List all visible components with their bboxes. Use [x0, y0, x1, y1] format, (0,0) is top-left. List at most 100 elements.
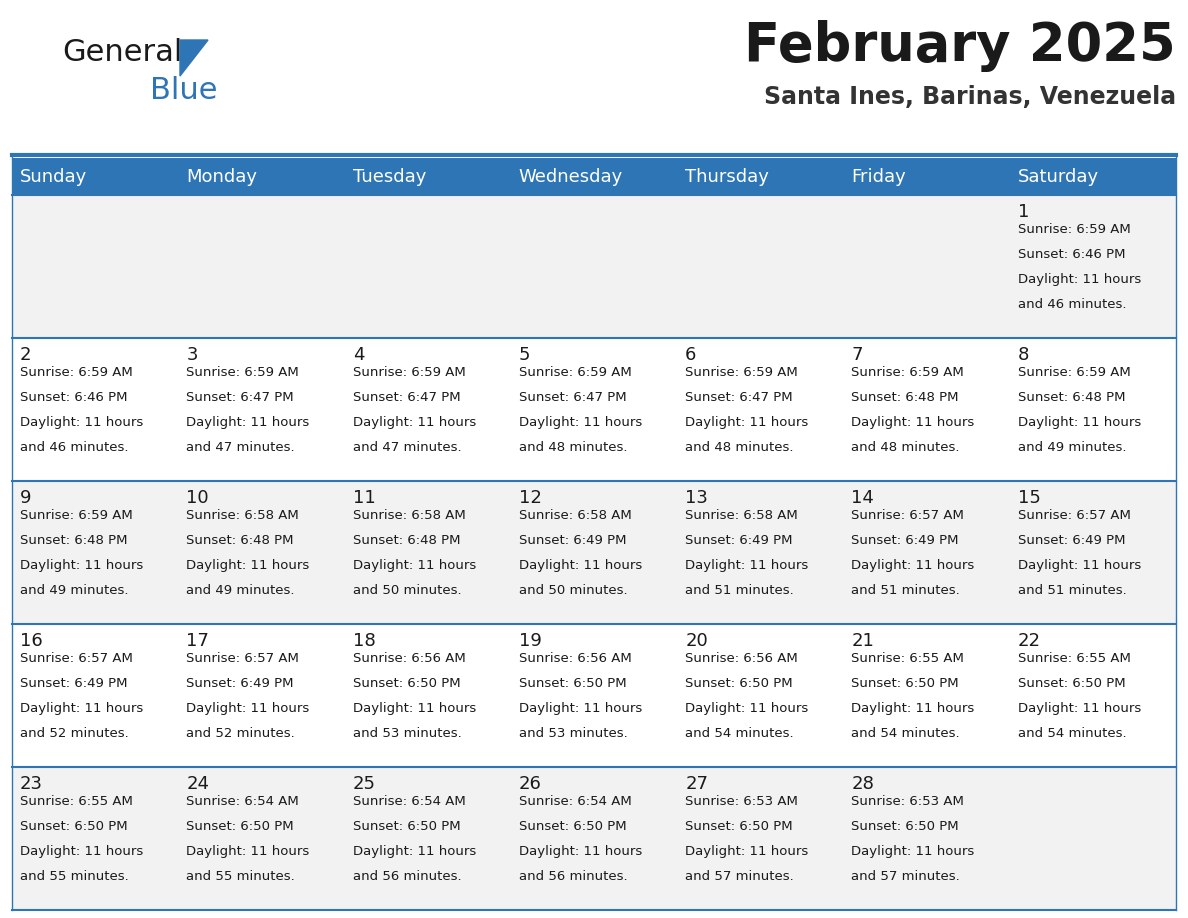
Text: 16: 16	[20, 632, 43, 650]
Text: Sunset: 6:48 PM: Sunset: 6:48 PM	[353, 534, 460, 547]
Text: 14: 14	[852, 489, 874, 507]
Bar	[12, 338, 1176, 481]
Text: Daylight: 11 hours: Daylight: 11 hours	[519, 559, 642, 572]
Text: Sunrise: 6:56 AM: Sunrise: 6:56 AM	[353, 652, 466, 665]
Text: and 47 minutes.: and 47 minutes.	[187, 441, 295, 454]
Text: Sunset: 6:48 PM: Sunset: 6:48 PM	[852, 391, 959, 404]
Text: Sunrise: 6:58 AM: Sunrise: 6:58 AM	[187, 509, 299, 522]
Text: Sunrise: 6:54 AM: Sunrise: 6:54 AM	[187, 795, 299, 808]
Text: Sunset: 6:50 PM: Sunset: 6:50 PM	[852, 820, 959, 833]
Text: 23: 23	[20, 775, 43, 793]
Text: and 55 minutes.: and 55 minutes.	[20, 870, 128, 883]
Text: Sunset: 6:50 PM: Sunset: 6:50 PM	[685, 677, 792, 690]
Text: Sunset: 6:48 PM: Sunset: 6:48 PM	[187, 534, 293, 547]
Text: and 51 minutes.: and 51 minutes.	[1018, 584, 1126, 597]
Text: 4: 4	[353, 346, 364, 364]
Text: and 49 minutes.: and 49 minutes.	[20, 584, 128, 597]
Text: 22: 22	[1018, 632, 1041, 650]
Text: and 52 minutes.: and 52 minutes.	[187, 727, 295, 740]
Text: and 46 minutes.: and 46 minutes.	[20, 441, 128, 454]
Text: 6: 6	[685, 346, 696, 364]
Text: and 47 minutes.: and 47 minutes.	[353, 441, 461, 454]
Text: Sunrise: 6:54 AM: Sunrise: 6:54 AM	[519, 795, 632, 808]
Text: Sunrise: 6:59 AM: Sunrise: 6:59 AM	[20, 509, 133, 522]
Text: 9: 9	[20, 489, 32, 507]
Text: Sunset: 6:48 PM: Sunset: 6:48 PM	[1018, 391, 1125, 404]
Text: Tuesday: Tuesday	[353, 167, 426, 185]
Text: Sunrise: 6:59 AM: Sunrise: 6:59 AM	[519, 366, 632, 379]
Text: and 53 minutes.: and 53 minutes.	[353, 727, 461, 740]
Text: and 54 minutes.: and 54 minutes.	[685, 727, 794, 740]
Text: 21: 21	[852, 632, 874, 650]
Text: Daylight: 11 hours: Daylight: 11 hours	[1018, 416, 1140, 429]
Text: Sunday: Sunday	[20, 167, 87, 185]
Text: Blue: Blue	[150, 76, 217, 105]
Text: 3: 3	[187, 346, 197, 364]
Text: Sunset: 6:50 PM: Sunset: 6:50 PM	[353, 677, 460, 690]
Text: Sunset: 6:50 PM: Sunset: 6:50 PM	[685, 820, 792, 833]
Text: Daylight: 11 hours: Daylight: 11 hours	[187, 702, 310, 715]
Text: Daylight: 11 hours: Daylight: 11 hours	[519, 416, 642, 429]
Text: and 51 minutes.: and 51 minutes.	[852, 584, 960, 597]
Text: 10: 10	[187, 489, 209, 507]
Text: 26: 26	[519, 775, 542, 793]
Text: Daylight: 11 hours: Daylight: 11 hours	[20, 702, 144, 715]
Text: Sunset: 6:49 PM: Sunset: 6:49 PM	[20, 677, 127, 690]
Text: 5: 5	[519, 346, 530, 364]
Text: General: General	[62, 38, 183, 67]
Text: Sunset: 6:47 PM: Sunset: 6:47 PM	[353, 391, 460, 404]
Text: 17: 17	[187, 632, 209, 650]
Text: Daylight: 11 hours: Daylight: 11 hours	[20, 559, 144, 572]
Text: and 56 minutes.: and 56 minutes.	[519, 870, 627, 883]
Text: Santa Ines, Barinas, Venezuela: Santa Ines, Barinas, Venezuela	[764, 85, 1176, 109]
Text: and 54 minutes.: and 54 minutes.	[1018, 727, 1126, 740]
Bar	[12, 158, 1176, 195]
Text: 12: 12	[519, 489, 542, 507]
Text: Sunset: 6:50 PM: Sunset: 6:50 PM	[1018, 677, 1125, 690]
Text: Sunrise: 6:57 AM: Sunrise: 6:57 AM	[187, 652, 299, 665]
Text: Sunrise: 6:57 AM: Sunrise: 6:57 AM	[852, 509, 965, 522]
Text: Daylight: 11 hours: Daylight: 11 hours	[20, 845, 144, 858]
Text: Sunset: 6:47 PM: Sunset: 6:47 PM	[519, 391, 626, 404]
Text: Daylight: 11 hours: Daylight: 11 hours	[353, 702, 476, 715]
Text: Wednesday: Wednesday	[519, 167, 624, 185]
Text: Saturday: Saturday	[1018, 167, 1099, 185]
Text: Sunset: 6:49 PM: Sunset: 6:49 PM	[187, 677, 293, 690]
Text: and 48 minutes.: and 48 minutes.	[519, 441, 627, 454]
Text: 7: 7	[852, 346, 862, 364]
Text: Sunrise: 6:53 AM: Sunrise: 6:53 AM	[685, 795, 798, 808]
Text: Sunrise: 6:56 AM: Sunrise: 6:56 AM	[685, 652, 798, 665]
Text: Sunset: 6:49 PM: Sunset: 6:49 PM	[519, 534, 626, 547]
Text: and 54 minutes.: and 54 minutes.	[852, 727, 960, 740]
Text: Sunrise: 6:55 AM: Sunrise: 6:55 AM	[852, 652, 965, 665]
Text: Thursday: Thursday	[685, 167, 769, 185]
Text: Sunrise: 6:55 AM: Sunrise: 6:55 AM	[1018, 652, 1131, 665]
Text: and 51 minutes.: and 51 minutes.	[685, 584, 794, 597]
Text: and 55 minutes.: and 55 minutes.	[187, 870, 295, 883]
Text: Daylight: 11 hours: Daylight: 11 hours	[685, 416, 808, 429]
Text: Sunset: 6:50 PM: Sunset: 6:50 PM	[353, 820, 460, 833]
Text: Friday: Friday	[852, 167, 906, 185]
Text: February 2025: February 2025	[745, 20, 1176, 72]
Text: Daylight: 11 hours: Daylight: 11 hours	[187, 559, 310, 572]
Text: 2: 2	[20, 346, 32, 364]
Text: Daylight: 11 hours: Daylight: 11 hours	[1018, 273, 1140, 286]
Text: Daylight: 11 hours: Daylight: 11 hours	[685, 845, 808, 858]
Text: Daylight: 11 hours: Daylight: 11 hours	[187, 845, 310, 858]
Text: Sunrise: 6:58 AM: Sunrise: 6:58 AM	[685, 509, 798, 522]
Text: Daylight: 11 hours: Daylight: 11 hours	[852, 702, 974, 715]
Text: Sunset: 6:50 PM: Sunset: 6:50 PM	[519, 677, 626, 690]
Bar	[12, 481, 1176, 624]
Polygon shape	[181, 40, 208, 76]
Text: Sunset: 6:47 PM: Sunset: 6:47 PM	[685, 391, 792, 404]
Text: Sunrise: 6:54 AM: Sunrise: 6:54 AM	[353, 795, 466, 808]
Text: Sunset: 6:49 PM: Sunset: 6:49 PM	[685, 534, 792, 547]
Text: Daylight: 11 hours: Daylight: 11 hours	[20, 416, 144, 429]
Text: Sunrise: 6:59 AM: Sunrise: 6:59 AM	[353, 366, 466, 379]
Text: Daylight: 11 hours: Daylight: 11 hours	[852, 559, 974, 572]
Text: Daylight: 11 hours: Daylight: 11 hours	[353, 559, 476, 572]
Text: 1: 1	[1018, 203, 1029, 221]
Text: Sunrise: 6:59 AM: Sunrise: 6:59 AM	[685, 366, 798, 379]
Text: Daylight: 11 hours: Daylight: 11 hours	[685, 559, 808, 572]
Text: and 49 minutes.: and 49 minutes.	[187, 584, 295, 597]
